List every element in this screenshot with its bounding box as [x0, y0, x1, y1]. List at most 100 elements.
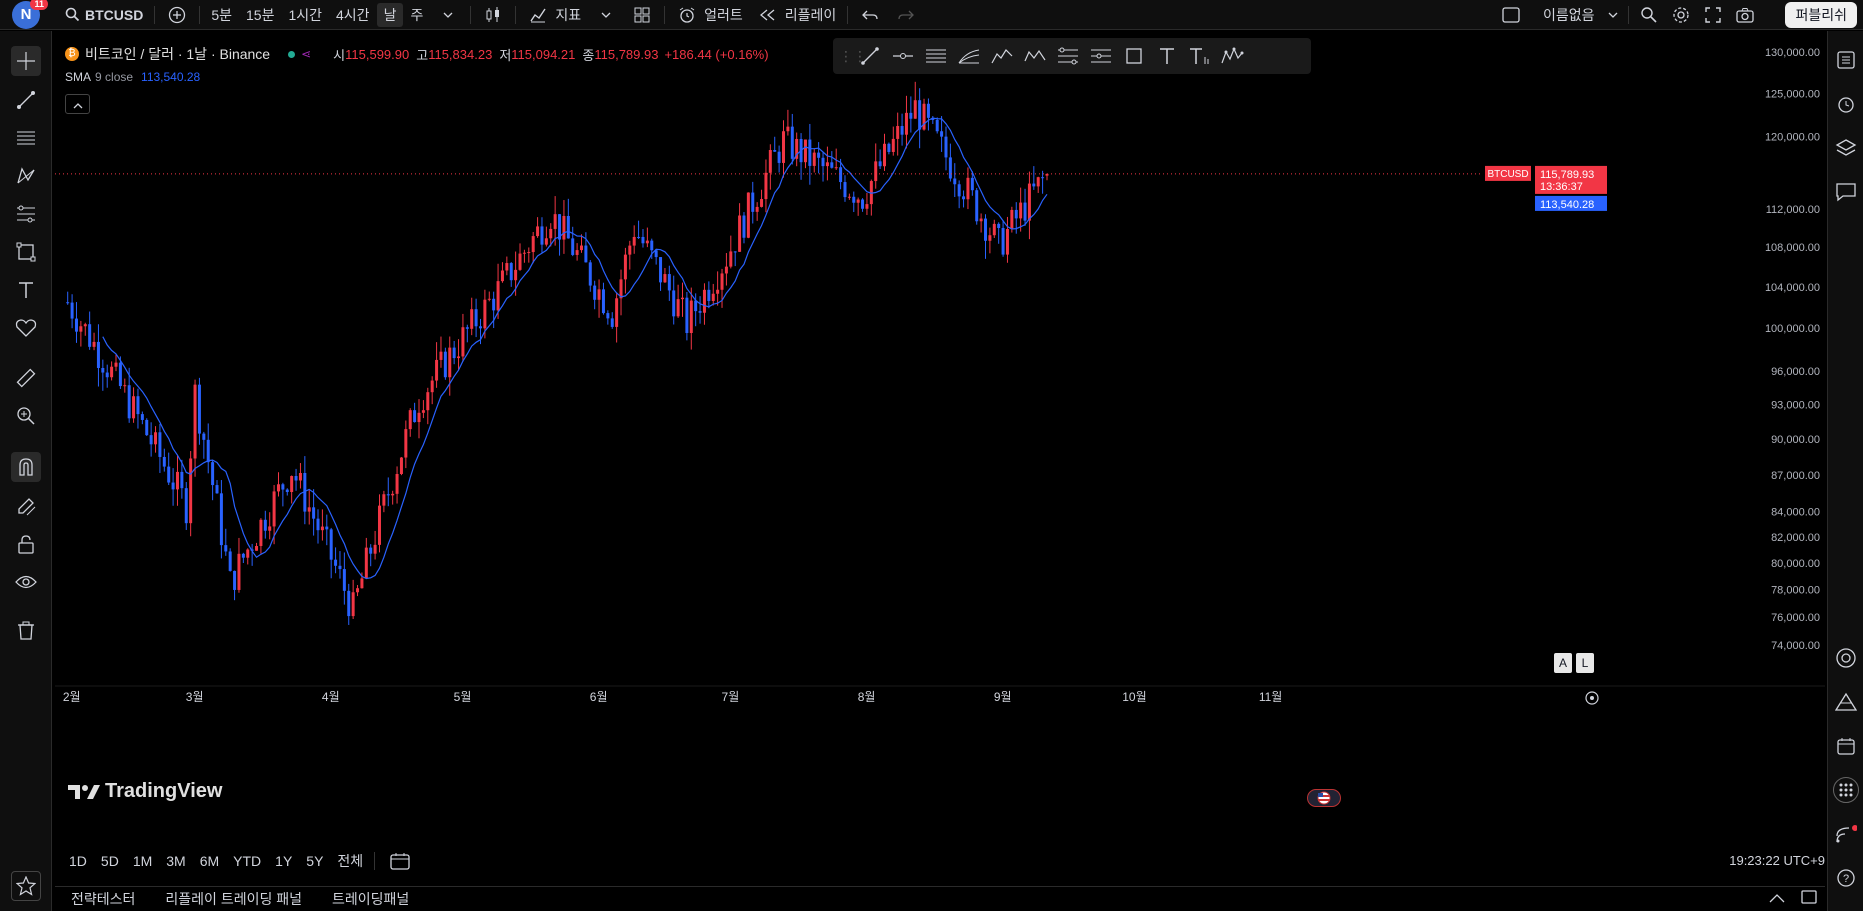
target-icon[interactable]: [1833, 645, 1859, 671]
range-5d[interactable]: 5D: [100, 853, 119, 869]
fib-fan-icon[interactable]: [952, 41, 985, 71]
drag-handle-icon[interactable]: ⋮⋮: [839, 47, 867, 64]
candle-body: [224, 545, 228, 552]
help-icon[interactable]: ?: [1833, 865, 1859, 891]
symbol-search-button[interactable]: BTCUSD: [54, 0, 150, 30]
range-1m[interactable]: 1M: [132, 853, 153, 869]
high-value: 115,834.23: [428, 46, 493, 62]
fullscreen-icon[interactable]: [1702, 4, 1724, 26]
calendar-icon[interactable]: [1833, 733, 1859, 759]
price-chart[interactable]: 130,000.00 125,000.00 120,000.00 112,000.00…: [55, 34, 1825, 839]
flag-icon[interactable]: [1307, 789, 1341, 807]
candle-body: [883, 143, 887, 167]
watchlist-icon[interactable]: [1833, 47, 1859, 73]
layout-name[interactable]: 이름없음: [1543, 7, 1595, 23]
indicators-dropdown[interactable]: [588, 0, 624, 30]
chevron-down-icon[interactable]: [1602, 4, 1624, 26]
divider: [154, 5, 156, 24]
redo-button[interactable]: [888, 0, 924, 30]
alerts-clock-icon[interactable]: [1833, 91, 1859, 117]
interval-dropdown[interactable]: [430, 0, 466, 30]
lock-icon[interactable]: [11, 529, 41, 559]
candle-body: [457, 356, 461, 359]
candle-body: [992, 223, 996, 236]
go-to-date-icon[interactable]: [389, 850, 411, 872]
indicators-button[interactable]: 지표: [520, 0, 588, 30]
eye-icon[interactable]: [11, 567, 41, 597]
forecast-tool-icon[interactable]: [11, 199, 41, 229]
alert-button[interactable]: 얼러트: [669, 0, 750, 30]
redo-icon: [895, 4, 917, 26]
heart-icon[interactable]: [11, 313, 41, 343]
range-1d[interactable]: 1D: [69, 853, 87, 869]
ruler-icon[interactable]: [11, 363, 41, 393]
line-tool-icon[interactable]: [853, 41, 886, 71]
draw-mode-icon[interactable]: [11, 491, 41, 521]
candle-body: [369, 547, 373, 554]
range-6m[interactable]: 6M: [199, 853, 220, 869]
text-icon[interactable]: [1150, 41, 1183, 71]
range-ytd[interactable]: YTD: [233, 853, 262, 869]
utc-clock[interactable]: 19:23:22 UTC+9: [1729, 853, 1825, 868]
crosshair-tool-icon[interactable]: [11, 46, 41, 76]
magnet-icon[interactable]: [11, 452, 41, 482]
price-range-icon[interactable]: [1084, 41, 1117, 71]
fib-retracement-icon[interactable]: [1051, 41, 1084, 71]
chevron-up-icon[interactable]: [1769, 891, 1785, 906]
interval-5m[interactable]: 5분: [211, 6, 233, 23]
range-5y[interactable]: 5Y: [306, 853, 324, 869]
undo-button[interactable]: [852, 0, 888, 30]
wave-1-5-icon[interactable]: [985, 41, 1018, 71]
templates-button[interactable]: [624, 0, 660, 30]
candle-body: [189, 458, 193, 524]
compare-symbol-button[interactable]: [159, 0, 195, 30]
sma-params: 9 close: [95, 70, 134, 84]
tab-strategy-tester[interactable]: 전략테스터: [71, 891, 136, 907]
quick-search-icon[interactable]: [1638, 4, 1660, 26]
interval-4h[interactable]: 4시간: [336, 6, 370, 23]
interval-1h[interactable]: 1시간: [288, 6, 323, 23]
legend-collapse-button[interactable]: [65, 94, 90, 114]
candle-body: [268, 526, 272, 531]
interval-1d[interactable]: 날: [376, 2, 404, 27]
star-icon[interactable]: [11, 871, 41, 901]
layout-group: 이름없음: [1500, 0, 1761, 30]
chat-icon[interactable]: [1833, 179, 1859, 205]
zoom-in-icon[interactable]: [11, 401, 41, 431]
horizontal-ray-icon[interactable]: [886, 41, 919, 71]
fib-tool-icon[interactable]: [11, 123, 41, 153]
sma-legend[interactable]: SMA 9 close 113,540.28: [65, 70, 200, 84]
maximize-panel-icon[interactable]: [1801, 890, 1817, 907]
wave-abc-icon[interactable]: [1018, 41, 1051, 71]
layers-icon[interactable]: [1833, 135, 1859, 161]
range-1y[interactable]: 1Y: [275, 853, 293, 869]
share-icon[interactable]: ⋖: [301, 47, 312, 61]
symbol-title[interactable]: 비트코인 / 달러 · 1날 · Binance: [85, 46, 271, 62]
trash-icon[interactable]: [11, 615, 41, 645]
mountain-icon[interactable]: [1833, 689, 1859, 715]
replay-button[interactable]: 리플레이: [750, 0, 844, 30]
gear-icon[interactable]: [1670, 4, 1692, 26]
chart-type-button[interactable]: [475, 0, 511, 30]
user-avatar[interactable]: N 11: [12, 0, 48, 29]
text-note-icon[interactable]: [1183, 41, 1216, 71]
interval-15m[interactable]: 15분: [246, 6, 275, 23]
publish-button[interactable]: 퍼블리쉬: [1785, 2, 1857, 28]
chart-pane[interactable]: 130,000.00 125,000.00 120,000.00 112,000.00…: [55, 34, 1825, 839]
range-3m[interactable]: 3M: [166, 853, 186, 869]
pattern-tool-icon[interactable]: [11, 161, 41, 191]
rectangle-icon[interactable]: [1117, 41, 1150, 71]
tab-trading-panel[interactable]: 트레이딩패널: [332, 891, 410, 907]
text-tool-icon[interactable]: [11, 275, 41, 305]
shape-tool-icon[interactable]: [11, 237, 41, 267]
tab-replay-trading[interactable]: 리플레이 트레이딩 패널: [165, 891, 302, 907]
broadcast-icon[interactable]: [1833, 821, 1859, 847]
apps-grid-icon[interactable]: [1833, 777, 1859, 803]
parallel-channel-icon[interactable]: [919, 41, 952, 71]
range-all[interactable]: 전체: [337, 853, 364, 869]
camera-icon[interactable]: [1734, 4, 1756, 26]
layout-checkbox-icon[interactable]: [1500, 4, 1522, 26]
interval-1w[interactable]: 주: [410, 6, 424, 23]
pattern-scan-icon[interactable]: [1216, 41, 1249, 71]
trend-line-tool-icon[interactable]: [11, 85, 41, 115]
